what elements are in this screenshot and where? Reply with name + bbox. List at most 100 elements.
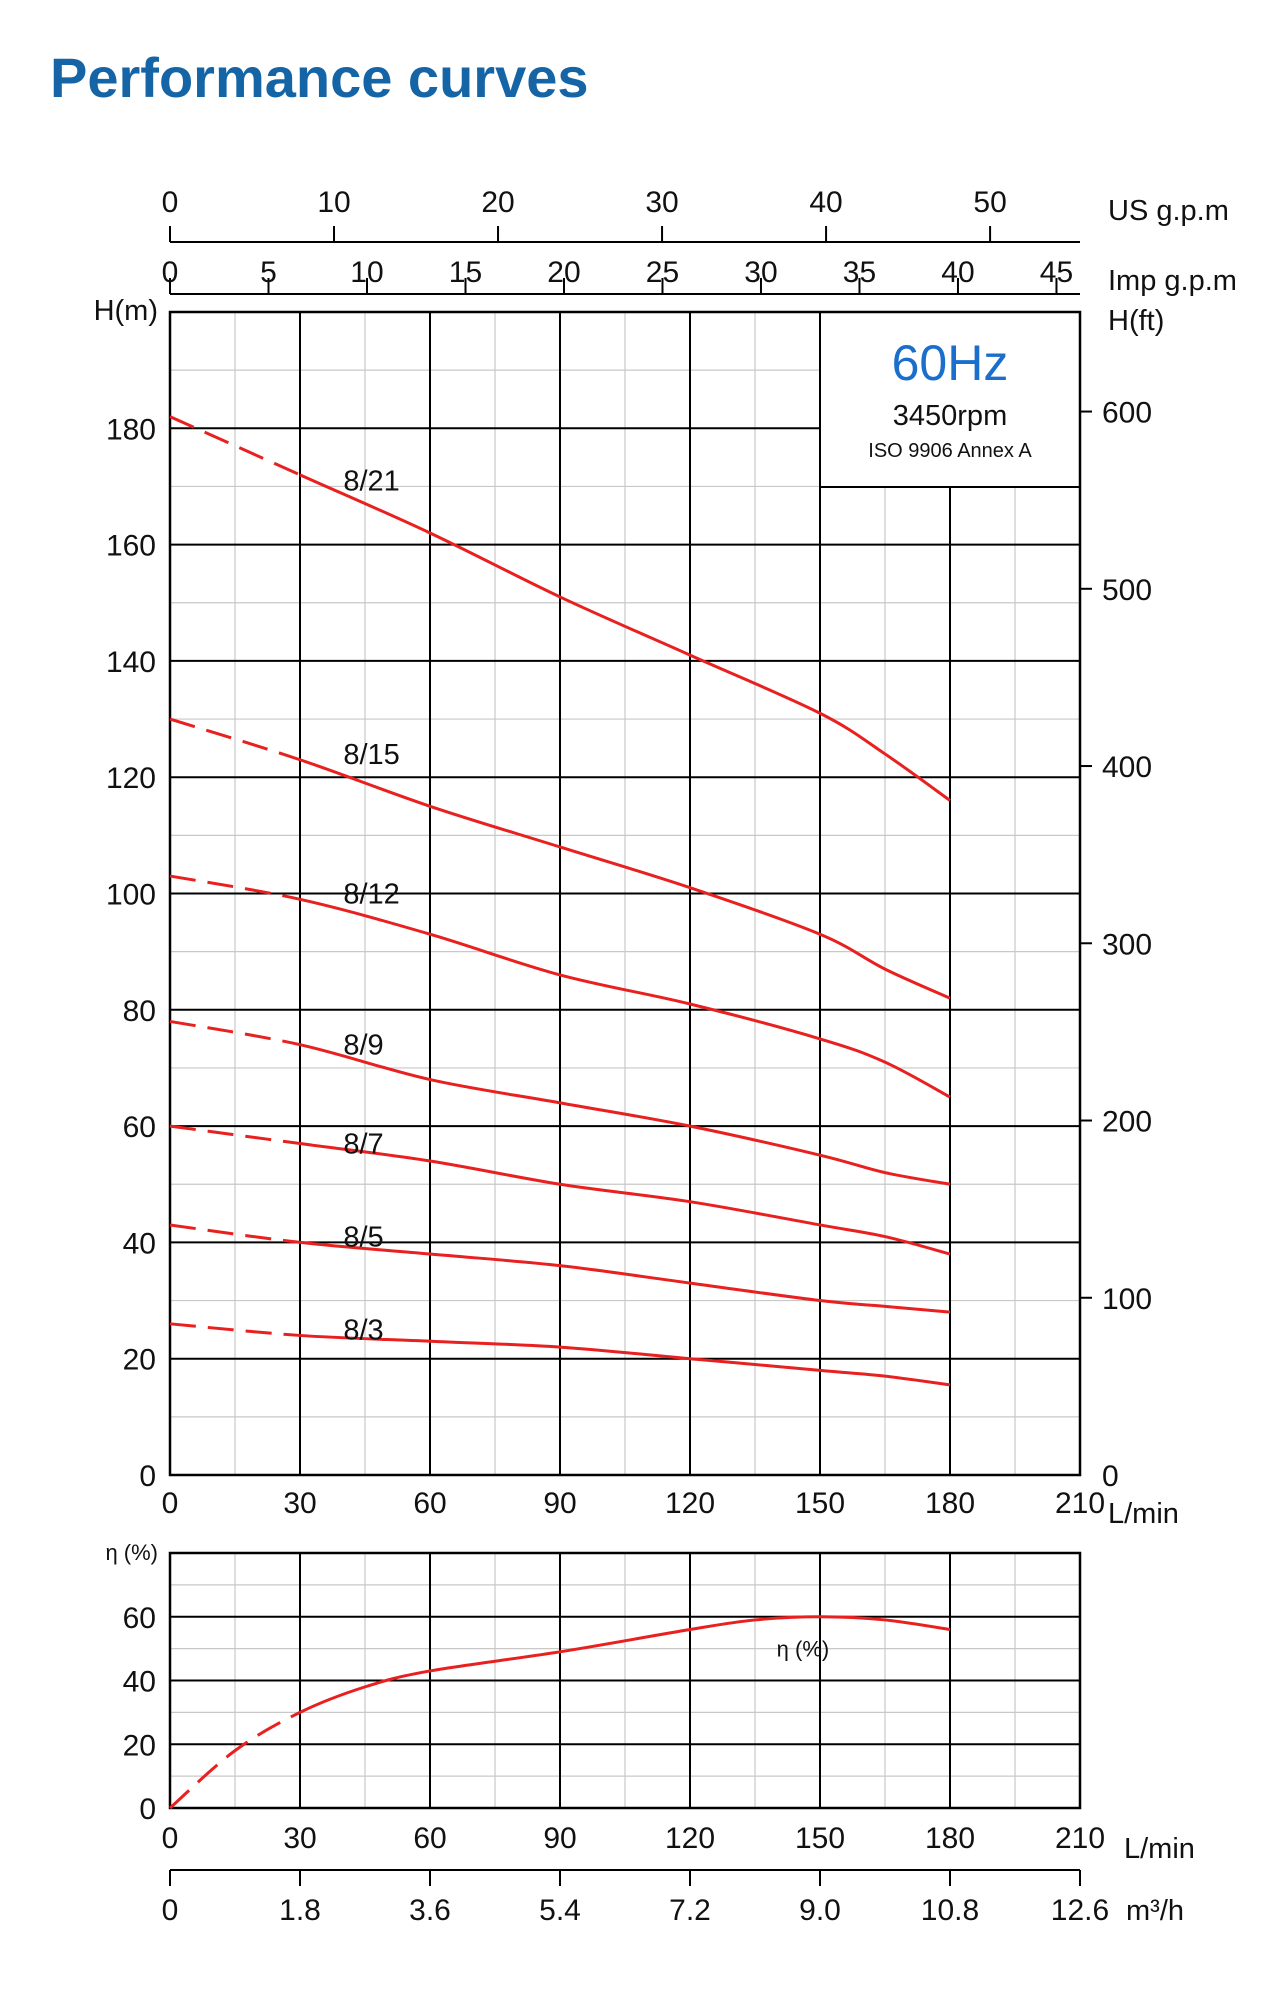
top-axis-tick-label: 15 [449,256,482,289]
x-tick-label: 120 [665,1487,715,1520]
curve-dashed-8/7 [169,1124,301,1146]
y-axis-label-left: H(m) [94,295,158,327]
x-tick-label: 120 [665,1822,715,1855]
top-axis-tick-label: 40 [941,256,974,289]
curve-dashed-8/3 [169,1322,301,1337]
ft-tick-label: 300 [1102,928,1152,961]
series-label: 8/5 [343,1222,383,1254]
efficiency-chart: 0 30 60 90 120 150 180 210 L/min 0 20 40 60 η (%) 0 1.8… [105,1540,1194,1927]
page-title: Performance curves [50,46,589,109]
y-tick-label: 0 [139,1793,156,1826]
x-tick-label: 150 [795,1822,845,1855]
x-tick-label: 150 [795,1487,845,1520]
series-label: 8/7 [343,1129,383,1161]
x-tick-label: 210 [1055,1822,1105,1855]
curve-dashed-8/9 [169,1019,301,1047]
y-tick-label: 160 [106,530,156,563]
top-axis-tick-label: 45 [1040,256,1073,289]
x-tick-label: 0 [162,1487,179,1520]
m3h-tick-label: 0 [162,1894,179,1927]
curve-8/15 [299,758,951,1000]
y-tick-label: 120 [106,762,156,795]
series-label: η (%) [777,1637,830,1662]
curve-dashed-8/21 [169,415,301,477]
frequency-label: 60Hz [892,335,1009,391]
top-axis-tick-label: 20 [547,256,580,289]
x-tick-label: 30 [283,1487,316,1520]
curve-dashed-η (%) [169,1711,301,1810]
y-tick-label: 60 [123,1602,156,1635]
top-axis-label: US g.p.m [1108,195,1229,227]
x-axis-label: L/min [1124,1833,1195,1865]
curve-8/5 [299,1240,951,1314]
m3h-tick-label: 7.2 [669,1894,711,1927]
curve-8/21 [299,473,951,802]
y-tick-label: 100 [106,879,156,912]
y-axis-label: η (%) [105,1540,158,1565]
y-tick-label: 40 [123,1666,156,1699]
series-label: 8/9 [343,1030,383,1062]
m3h-tick-label: 10.8 [921,1894,979,1927]
series-label: 8/3 [343,1315,383,1347]
top-axis-tick-label: 25 [646,256,679,289]
x-tick-label: 0 [162,1822,179,1855]
y-tick-label: 60 [123,1111,156,1144]
ft-tick-label: 500 [1102,574,1152,607]
plot-frame [168,1551,1082,1810]
top-axis-tick-label: 30 [744,256,777,289]
plot-frame [168,310,1082,1477]
m3h-tick-label: 12.6 [1051,1894,1109,1927]
top-axis-label: Imp g.p.m [1108,265,1237,297]
ft-tick-label: 100 [1102,1283,1152,1316]
x-tick-label: 60 [413,1487,446,1520]
y-tick-label: 20 [123,1729,156,1762]
top-axis-tick-label: 10 [350,256,383,289]
top-axis-tick-label: 50 [973,186,1006,219]
series-label: 8/21 [343,466,399,498]
ft-tick-label: 600 [1102,397,1152,430]
x-tick-label: 180 [925,1487,975,1520]
y-tick-label: 20 [123,1344,156,1377]
curve-η (%) [299,1615,951,1714]
series-label: 8/12 [343,879,399,911]
x-tick-label: 90 [543,1487,576,1520]
ft-tick-label: 0 [1102,1460,1119,1493]
curve-8/9 [299,1043,951,1186]
curve-dashed-8/15 [169,717,301,762]
m3h-axis-label: m³/h [1126,1895,1184,1927]
m3h-tick-label: 5.4 [539,1894,581,1927]
x-tick-label: 180 [925,1822,975,1855]
m3h-tick-label: 3.6 [409,1894,451,1927]
ft-tick-label: 200 [1102,1106,1152,1139]
m3h-tick-label: 9.0 [799,1894,841,1927]
series-label: 8/15 [343,739,399,771]
top-axis-tick-label: 40 [809,186,842,219]
y-tick-label: 0 [139,1460,156,1493]
curve-8/3 [299,1333,951,1387]
standard-label: ISO 9906 Annex A [868,440,1032,462]
curve-8/7 [299,1142,951,1256]
rpm-label: 3450rpm [893,400,1007,432]
curve-dashed-8/5 [169,1223,301,1244]
y-axis-label-right: H(ft) [1108,305,1164,337]
top-axis-tick-label: 10 [317,186,350,219]
y-tick-label: 80 [123,995,156,1028]
ft-tick-label: 400 [1102,751,1152,784]
x-axis-label: L/min [1108,1498,1179,1530]
y-tick-label: 180 [106,413,156,446]
top-axis-tick-label: 0 [162,256,179,289]
m3h-tick-label: 1.8 [279,1894,321,1927]
x-tick-label: 60 [413,1822,446,1855]
top-axis-tick-label: 20 [481,186,514,219]
y-tick-label: 140 [106,646,156,679]
x-tick-label: 210 [1055,1487,1105,1520]
top-axis-tick-label: 35 [843,256,876,289]
top-axis-tick-label: 30 [645,186,678,219]
curve-dashed-8/12 [169,874,301,901]
x-tick-label: 30 [283,1822,316,1855]
y-tick-label: 40 [123,1227,156,1260]
top-axis-tick-label: 5 [260,256,277,289]
top-axis-tick-label: 0 [162,186,179,219]
